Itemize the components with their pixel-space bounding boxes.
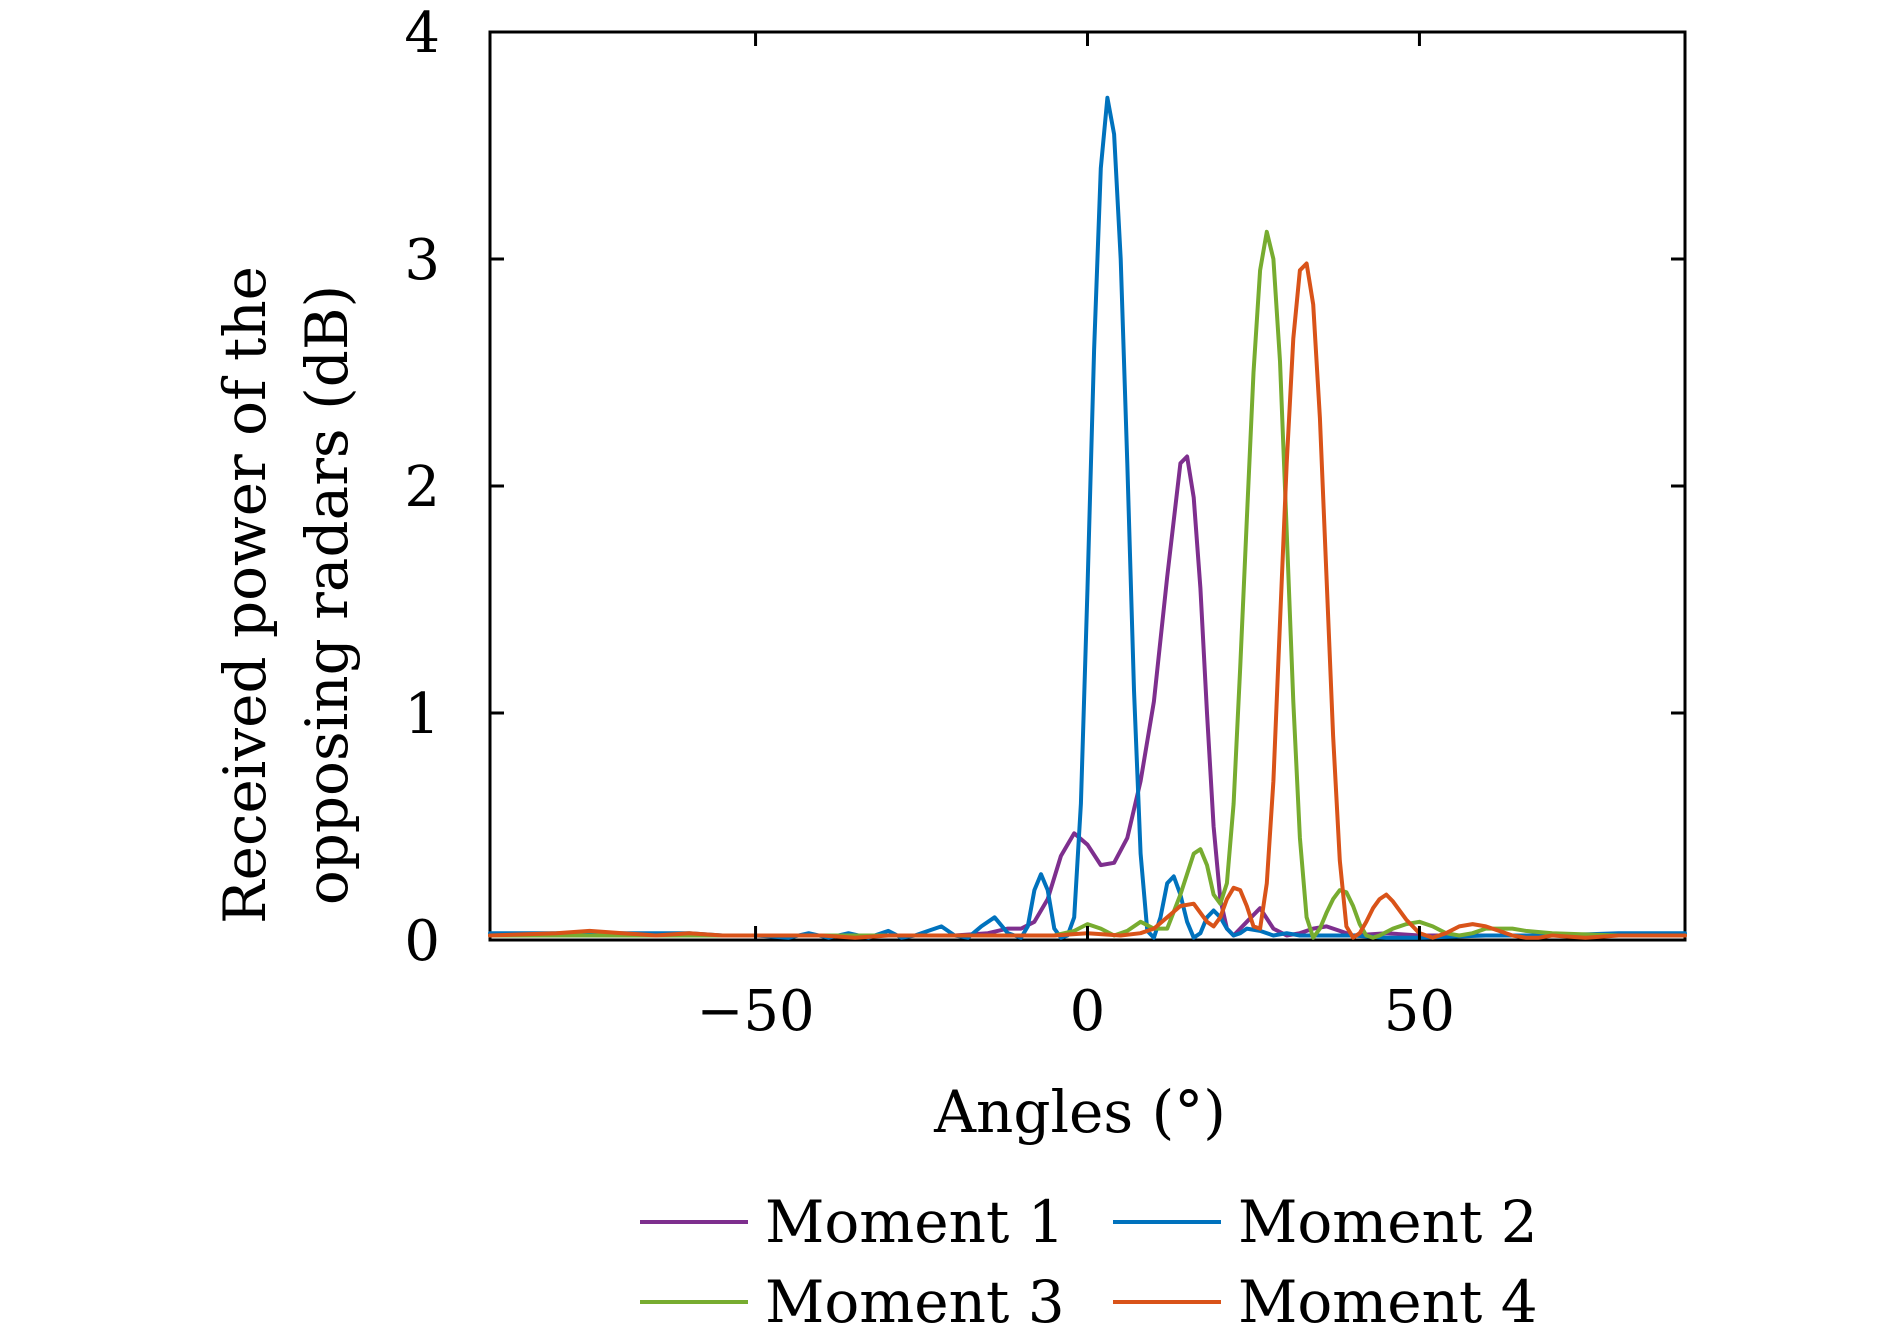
y-tick-label-1: 1: [404, 682, 440, 747]
y-axis-title-line-2: opposing radars (dB): [293, 285, 361, 905]
axes-box: [488, 30, 1687, 942]
y-axis-title-line-1: Received power of the: [211, 266, 279, 924]
legend: Moment 1 Moment 2 Moment 3 Moment 4: [640, 1188, 1538, 1332]
plot-area: [488, 30, 1687, 942]
series-line-moment-2: [488, 95, 1687, 940]
series-line-moment-4: [488, 261, 1687, 940]
x-tick-label-2: 50: [1384, 979, 1455, 1044]
legend-item-moment-3: Moment 3: [640, 1268, 1065, 1332]
legend-label-moment-3: Moment 3: [765, 1268, 1065, 1332]
legend-label-moment-2: Moment 2: [1238, 1188, 1538, 1256]
x-tick-label-1: 0: [1070, 979, 1106, 1044]
legend-label-moment-4: Moment 4: [1238, 1268, 1538, 1332]
legend-item-moment-4: Moment 4: [1113, 1268, 1538, 1332]
legend-item-moment-1: Moment 1: [640, 1188, 1065, 1256]
y-tick-label-3: 3: [404, 228, 440, 293]
ticks-layer: [490, 30, 1685, 942]
series-layer: [488, 95, 1687, 940]
x-tick-labels: −50 0 50: [696, 979, 1455, 1044]
legend-label-moment-1: Moment 1: [765, 1188, 1065, 1256]
x-tick-label-0: −50: [696, 979, 814, 1044]
legend-item-moment-2: Moment 2: [1113, 1188, 1538, 1256]
y-axis-title: Received power of the opposing radars (d…: [211, 266, 361, 924]
x-axis-title: Angles (°): [933, 1078, 1226, 1146]
y-tick-label-4: 4: [404, 1, 440, 66]
y-tick-labels: 0 1 2 3 4: [404, 1, 440, 974]
y-tick-label-0: 0: [404, 909, 440, 974]
series-line-moment-3: [488, 229, 1687, 940]
y-tick-label-2: 2: [404, 455, 440, 520]
